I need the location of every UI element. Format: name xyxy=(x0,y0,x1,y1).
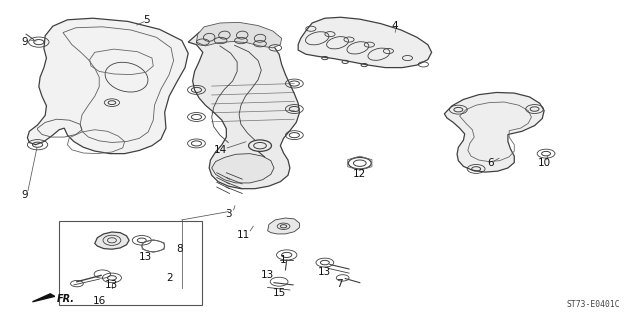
Polygon shape xyxy=(211,154,274,183)
Text: 9: 9 xyxy=(22,190,28,200)
Text: FR.: FR. xyxy=(57,293,75,304)
Text: 14: 14 xyxy=(213,146,227,156)
Polygon shape xyxy=(32,294,55,302)
Text: 4: 4 xyxy=(392,21,398,31)
Polygon shape xyxy=(27,18,188,154)
Text: 12: 12 xyxy=(353,169,366,179)
Polygon shape xyxy=(188,26,299,189)
Text: 5: 5 xyxy=(143,15,150,25)
Text: 8: 8 xyxy=(176,244,183,254)
Polygon shape xyxy=(95,232,129,249)
Text: 6: 6 xyxy=(487,158,494,168)
Text: 13: 13 xyxy=(261,270,275,280)
Text: 10: 10 xyxy=(538,158,551,168)
Polygon shape xyxy=(298,17,432,68)
Text: 7: 7 xyxy=(336,279,343,289)
Text: 13: 13 xyxy=(105,280,118,290)
Polygon shape xyxy=(196,22,282,48)
Polygon shape xyxy=(268,218,299,234)
Text: 13: 13 xyxy=(318,267,331,277)
Text: 15: 15 xyxy=(273,288,286,298)
Text: 2: 2 xyxy=(166,273,173,283)
Bar xyxy=(59,220,202,305)
Text: 1: 1 xyxy=(280,255,287,265)
Text: 16: 16 xyxy=(92,296,106,306)
Polygon shape xyxy=(445,92,544,172)
Text: 3: 3 xyxy=(225,209,232,219)
Text: 13: 13 xyxy=(139,252,152,262)
Text: ST73-E0401C: ST73-E0401C xyxy=(567,300,620,309)
Text: 11: 11 xyxy=(237,230,250,240)
Text: 9: 9 xyxy=(22,37,28,47)
